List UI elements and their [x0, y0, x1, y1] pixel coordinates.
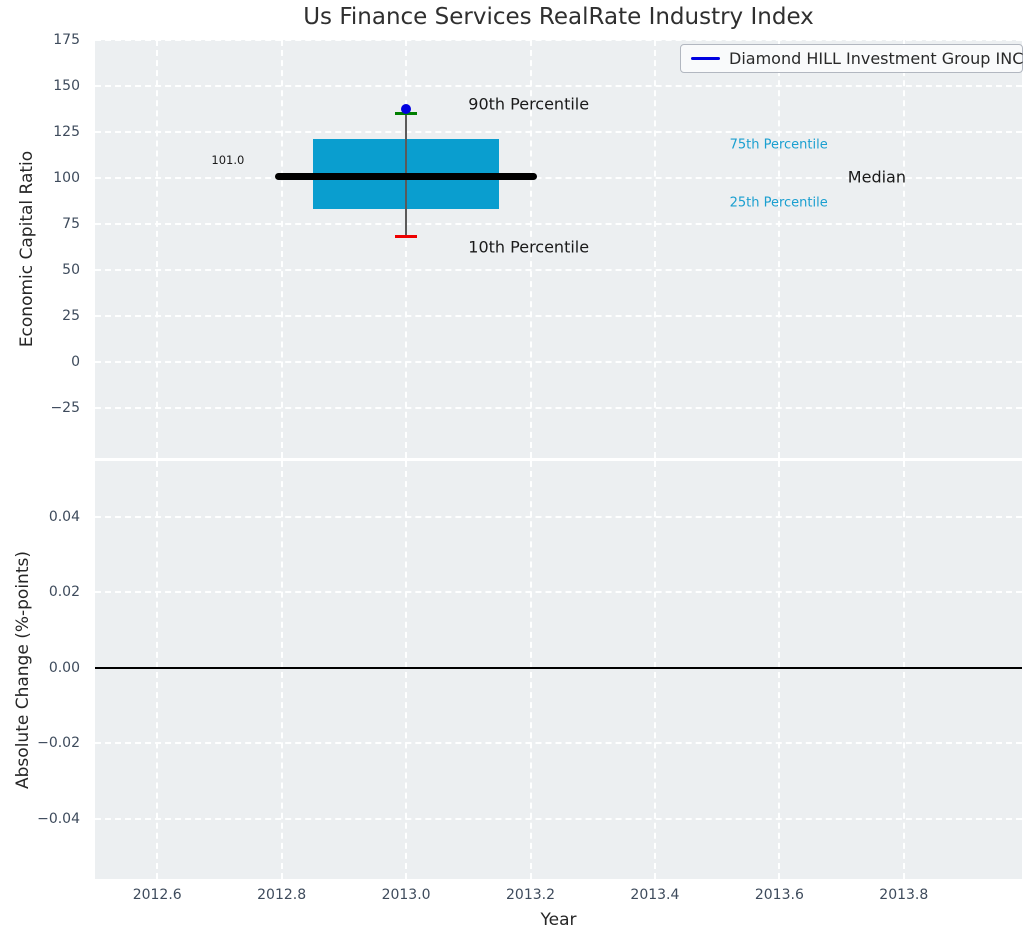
company-point [401, 103, 412, 114]
x-tick-label: 2013.6 [754, 887, 804, 903]
zero-axis-line [95, 666, 1022, 669]
x-tick-label: 2013.0 [381, 887, 431, 903]
gridline-horizontal [95, 222, 1022, 225]
legend-line-sample-icon [691, 57, 720, 60]
gridline-vertical [529, 461, 532, 879]
gridline-horizontal [95, 817, 1022, 820]
gridline-horizontal [95, 84, 1022, 87]
y-tick-label: 25 [62, 307, 80, 324]
x-tick-label: 2013.2 [506, 887, 555, 903]
gridline-horizontal [95, 515, 1022, 518]
bottom-plot-area [95, 461, 1022, 879]
chart-title: Us Finance Services RealRate Industry In… [303, 4, 814, 30]
gridline-vertical [405, 40, 408, 458]
gridline-horizontal [95, 591, 1022, 594]
gridline-horizontal [95, 268, 1022, 271]
gridline-vertical [280, 40, 283, 458]
gridline-vertical [778, 461, 781, 879]
gridline-horizontal [95, 314, 1022, 317]
y-tick-label: 75 [62, 215, 80, 232]
gridline-horizontal [95, 406, 1022, 409]
gridline-vertical [902, 40, 905, 458]
gridline-horizontal [95, 40, 1022, 41]
gridline-vertical [156, 461, 159, 879]
y-tick-label: −25 [50, 399, 80, 416]
annotation-10th-percentile: 10th Percentile [468, 237, 590, 257]
annotation-90th-percentile: 90th Percentile [468, 94, 590, 114]
annotation-median: Median [847, 167, 906, 187]
gridline-vertical [156, 40, 159, 458]
gridline-horizontal [95, 176, 1022, 179]
gridline-vertical [653, 461, 656, 879]
annotation-75th-percentile: 75th Percentile [729, 137, 828, 153]
legend-label: Diamond HILL Investment Group INC [729, 49, 1024, 68]
y-tick-label: 0.02 [48, 584, 80, 601]
gridline-vertical [653, 40, 656, 458]
y-tick-label: 0.00 [48, 659, 80, 676]
median-line [275, 172, 537, 180]
y-tick-label: 50 [62, 261, 80, 278]
y-tick-label: 0.04 [48, 508, 80, 525]
y-tick-label: 175 [53, 32, 80, 48]
gridline-horizontal [95, 360, 1022, 363]
gridline-horizontal [95, 130, 1022, 133]
x-tick-label: 2013.4 [630, 887, 680, 903]
gridline-horizontal [95, 742, 1022, 745]
y-tick-label: −0.02 [37, 735, 80, 752]
x-tick-label: 2012.6 [132, 887, 182, 903]
gridline-vertical [280, 461, 283, 879]
legend: Diamond HILL Investment Group INC [680, 44, 1023, 73]
top-plot-area: 90th Percentile 10th Percentile Median 75th… [95, 40, 1022, 458]
y-tick-label: 100 [53, 169, 80, 186]
annotation-101-0: 101.0 [211, 152, 245, 167]
annotation-25th-percentile: 25th Percentile [729, 195, 828, 211]
x-tick-label: 2012.8 [257, 887, 307, 903]
p10-cap [395, 235, 417, 239]
gridline-vertical [529, 40, 532, 458]
y-tick-label: 0 [71, 353, 80, 370]
x-axis-label: Year [540, 910, 577, 930]
y-tick-label: −0.04 [37, 810, 80, 827]
y-tick-label: 150 [53, 77, 80, 94]
x-tick-label: 2013.8 [879, 887, 929, 903]
gridline-vertical [902, 461, 905, 879]
gridline-vertical [778, 40, 781, 458]
y-tick-label: 125 [53, 123, 80, 140]
gridline-vertical [405, 461, 408, 879]
